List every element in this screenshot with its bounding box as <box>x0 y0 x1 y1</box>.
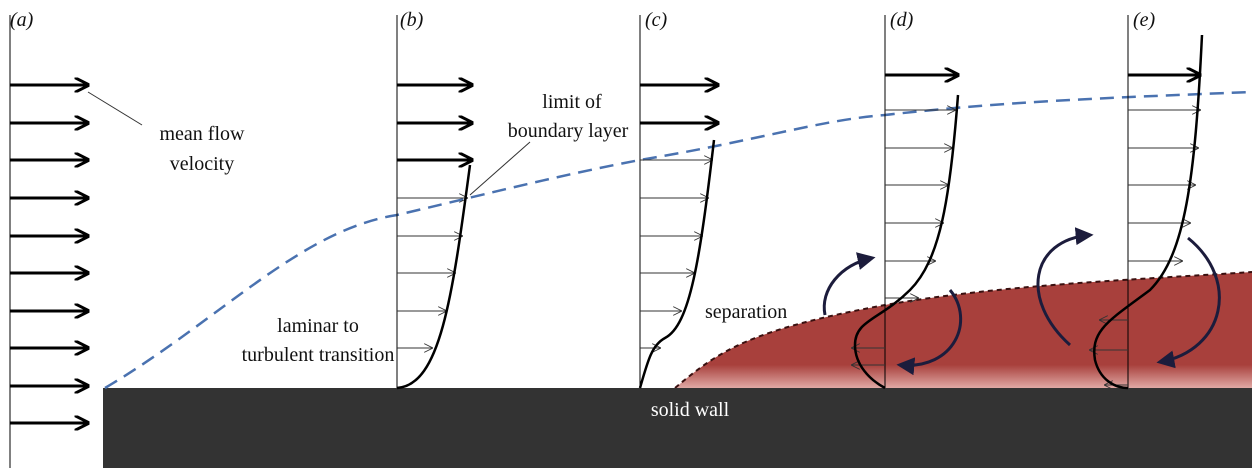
annotation: boundary layer <box>508 120 629 142</box>
wall-label: solid wall <box>651 399 730 421</box>
panel-label: (c) <box>645 9 668 31</box>
velocity-profile <box>640 140 714 388</box>
panel-label: (a) <box>10 9 34 31</box>
separated-region <box>675 272 1252 388</box>
annotation: limit of <box>542 91 602 113</box>
panel-label: (b) <box>400 9 424 31</box>
leader-line <box>88 92 142 125</box>
panel-label: (e) <box>1133 9 1156 31</box>
annotation: turbulent transition <box>242 344 395 366</box>
annotation: velocity <box>170 153 234 175</box>
annotation: mean flow <box>160 123 246 145</box>
diagram: (a) (b) (c) (d) (e) mean flow velocity l… <box>0 0 1252 468</box>
annotation: laminar to <box>277 315 359 337</box>
leader-line <box>470 142 530 195</box>
annotation: separation <box>705 301 787 323</box>
recirculation <box>824 258 872 315</box>
panel-label: (d) <box>890 9 914 31</box>
